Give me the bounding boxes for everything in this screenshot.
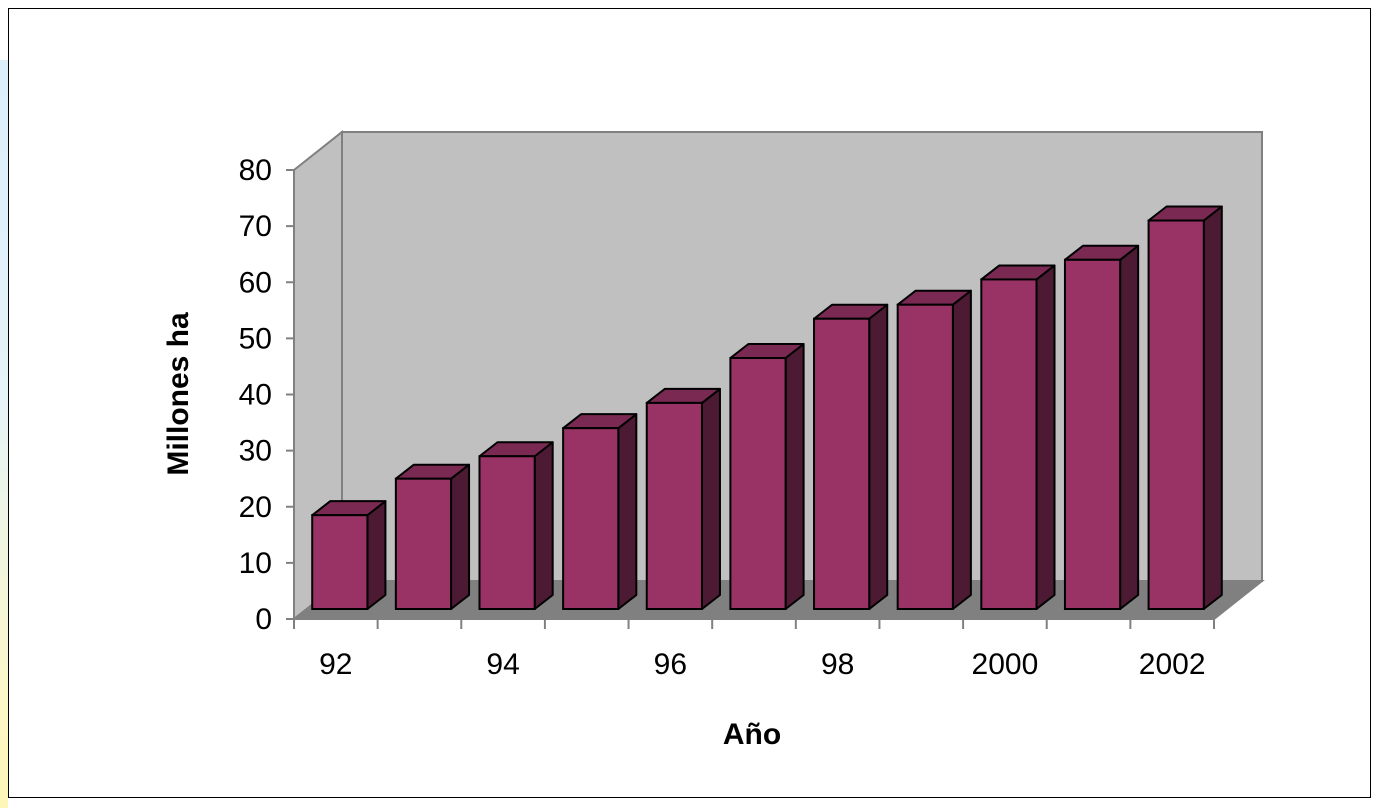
y-tick-label: 20 bbox=[239, 491, 272, 524]
bar-side bbox=[868, 303, 889, 610]
y-axis: 0 10 20 30 40 50 60 70 80 bbox=[239, 154, 295, 636]
bar-side bbox=[700, 387, 721, 610]
bar-front bbox=[980, 278, 1038, 610]
bar bbox=[645, 387, 721, 611]
bar-front bbox=[896, 303, 954, 610]
bar-front bbox=[311, 514, 369, 611]
x-tick-label: 92 bbox=[319, 648, 352, 681]
y-tick-label: 60 bbox=[239, 266, 272, 299]
x-tick-label: 96 bbox=[654, 648, 687, 681]
bar-front bbox=[478, 455, 536, 610]
y-tick-label: 40 bbox=[239, 379, 272, 412]
bar-side bbox=[784, 343, 805, 610]
bar-side bbox=[450, 463, 471, 610]
bar-side bbox=[1119, 244, 1140, 610]
bar bbox=[311, 500, 387, 611]
bar bbox=[896, 289, 972, 610]
bar-side bbox=[617, 413, 638, 610]
bar bbox=[813, 303, 889, 610]
bar-front bbox=[562, 427, 620, 610]
y-axis-label: Millones ha bbox=[162, 312, 195, 476]
x-axis-label: Año bbox=[723, 718, 781, 751]
y-tick-label: 30 bbox=[239, 435, 272, 468]
bar-front bbox=[394, 477, 453, 610]
bar-side bbox=[533, 441, 554, 610]
bar bbox=[394, 463, 471, 610]
x-tick-label: 2000 bbox=[972, 648, 1039, 681]
bar-front bbox=[645, 401, 703, 611]
bar bbox=[729, 343, 805, 610]
bar-side bbox=[366, 500, 387, 610]
left-accent-strip bbox=[0, 60, 8, 808]
bar bbox=[478, 441, 554, 610]
bar-front bbox=[1147, 219, 1205, 610]
y-tick-label: 80 bbox=[239, 154, 272, 187]
bar bbox=[1063, 244, 1140, 610]
y-tick-label: 0 bbox=[255, 603, 272, 636]
bar-front bbox=[729, 357, 787, 610]
bar bbox=[980, 264, 1056, 610]
bars bbox=[311, 205, 1223, 611]
x-tick-label: 98 bbox=[821, 648, 854, 681]
bar-side bbox=[951, 289, 972, 610]
bar bbox=[1147, 205, 1223, 610]
chart-border bbox=[8, 8, 1371, 798]
bar-side bbox=[1202, 205, 1223, 610]
x-axis: 92 94 96 98 2000 2002 bbox=[293, 618, 1215, 681]
y-tick-label: 10 bbox=[239, 547, 272, 580]
y-tick-label: 50 bbox=[239, 322, 272, 355]
bar bbox=[562, 413, 638, 610]
y-tick-label: 70 bbox=[239, 210, 272, 243]
bar-front bbox=[813, 317, 871, 610]
x-tick-label: 2002 bbox=[1139, 648, 1206, 681]
bar-front bbox=[1063, 258, 1122, 610]
bar-side bbox=[1035, 264, 1056, 610]
x-tick-label: 94 bbox=[486, 648, 519, 681]
